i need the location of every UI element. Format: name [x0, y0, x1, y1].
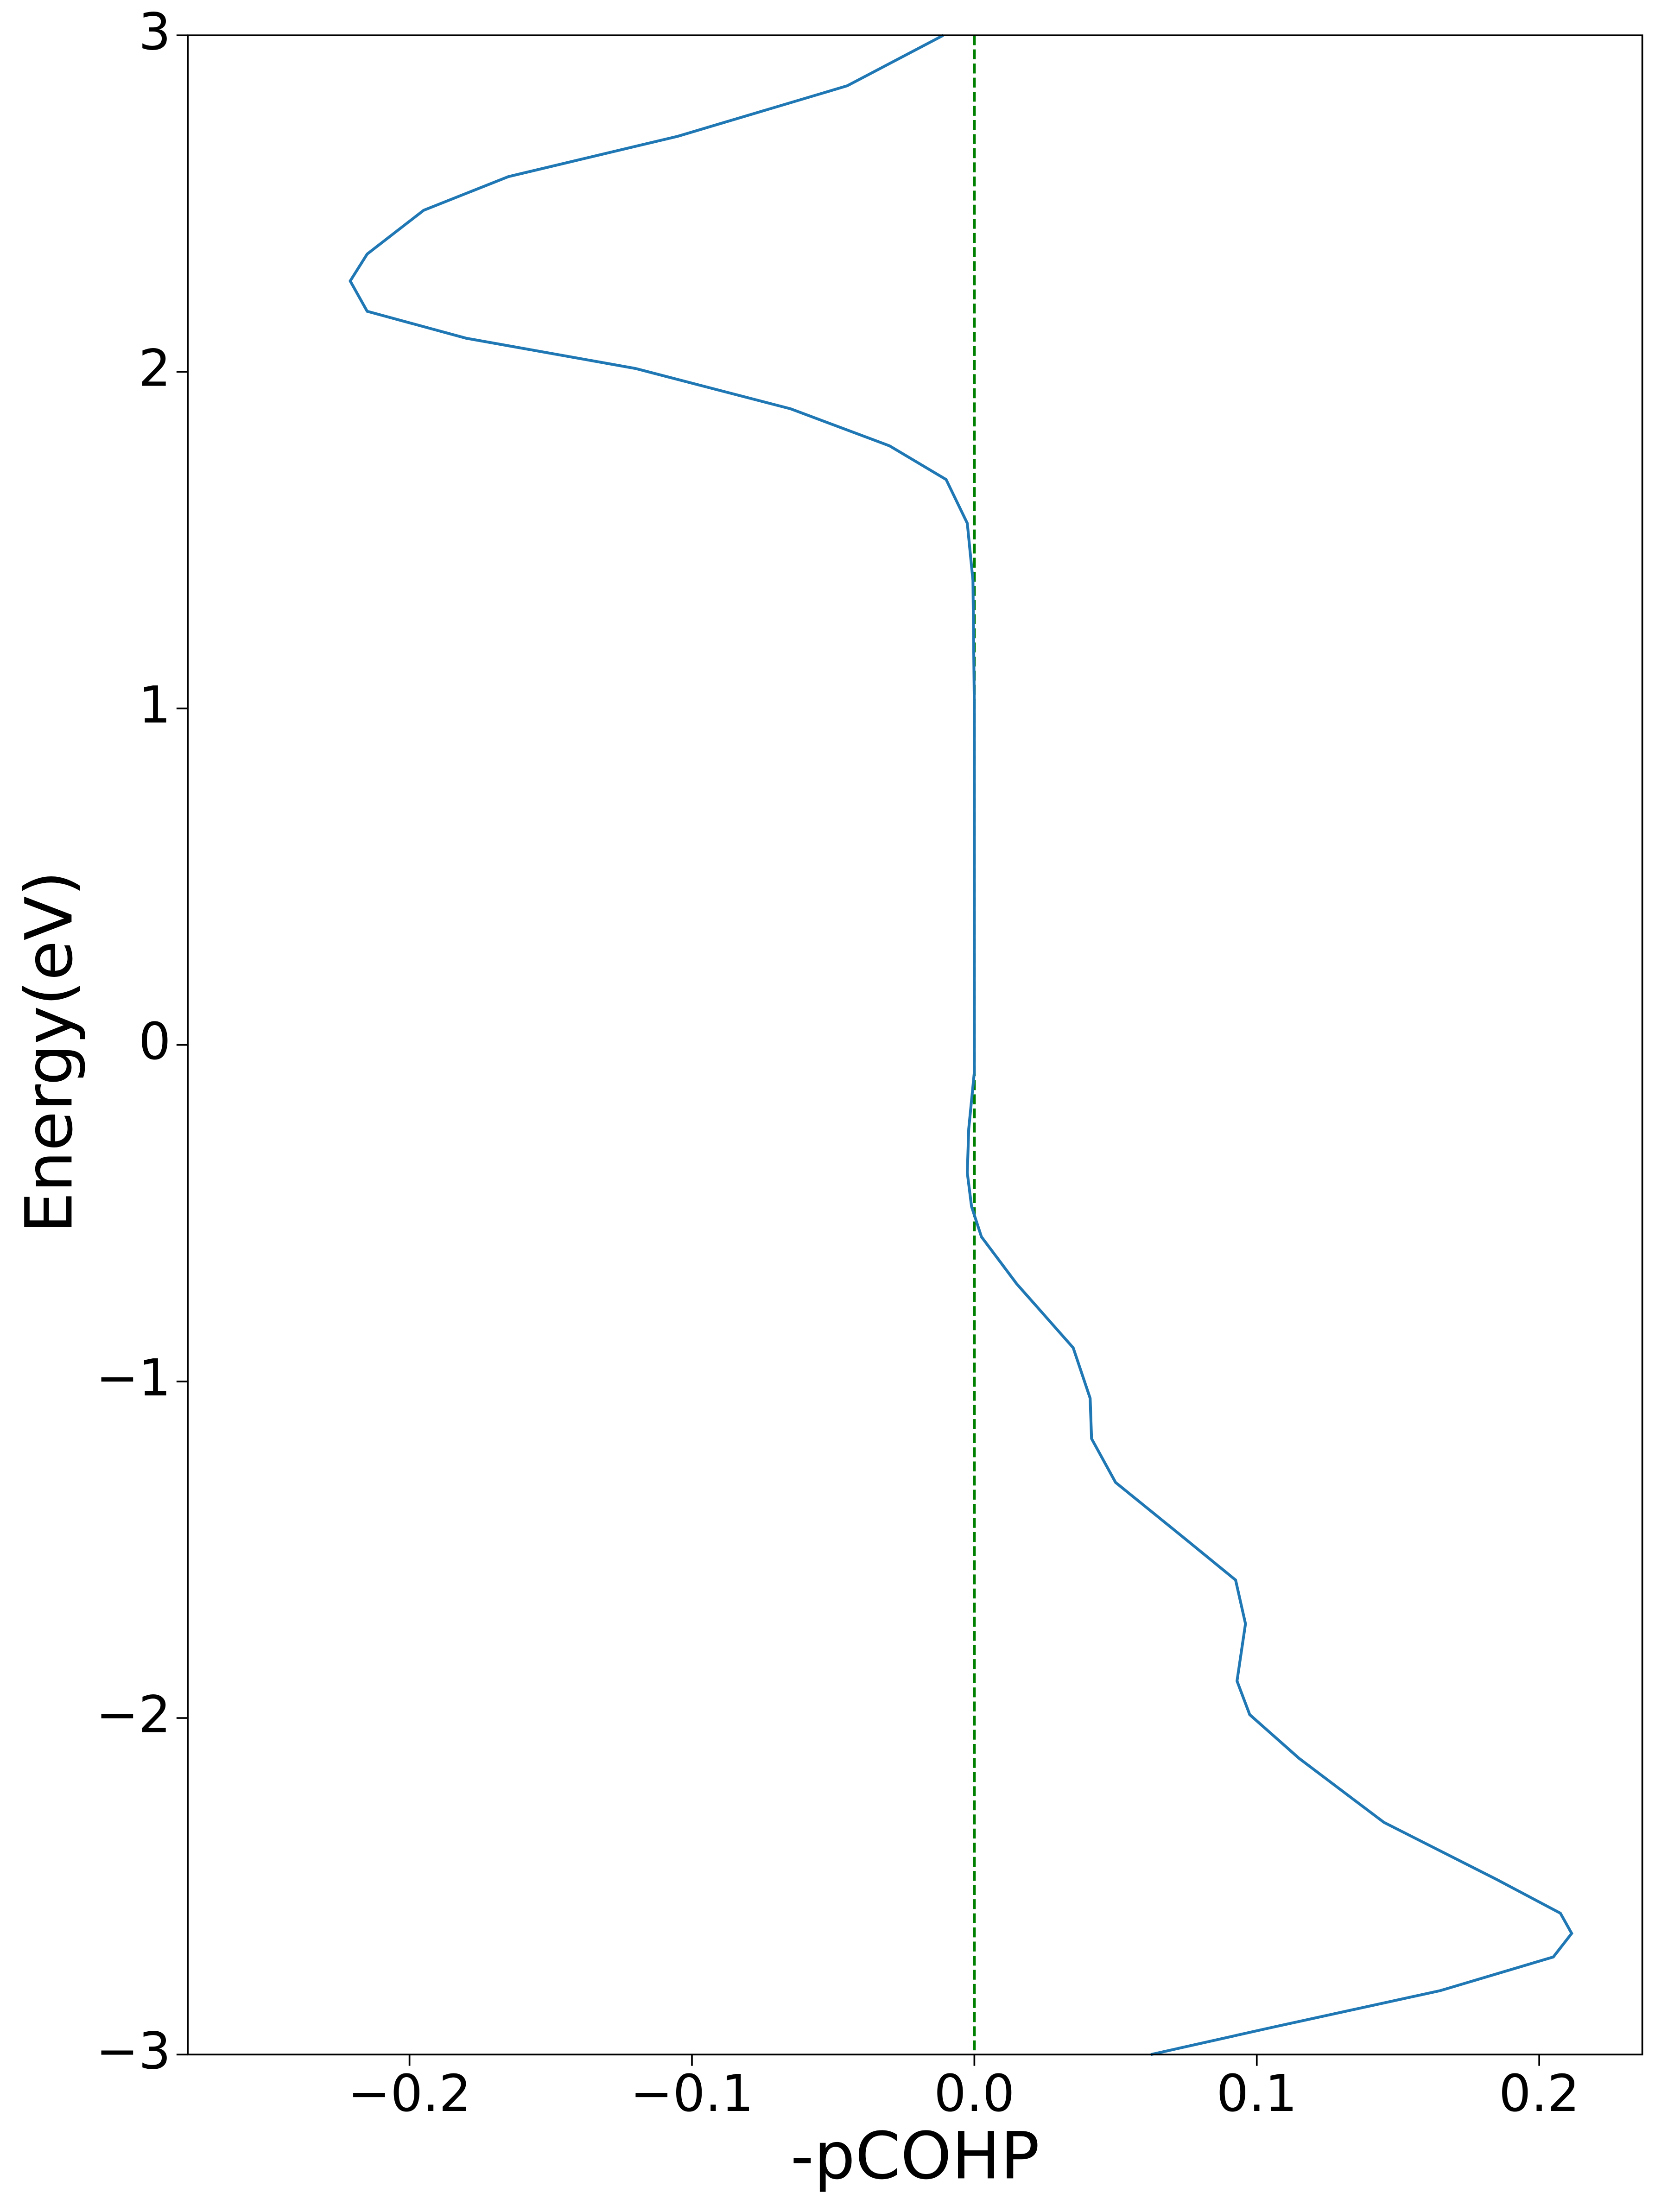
line — [349, 34, 1573, 2056]
x-tick-label: −0.1 — [630, 2064, 754, 2123]
y-axis-label: Energy(eV) — [12, 871, 87, 1233]
y-tick-label: 0 — [139, 1012, 171, 1071]
y-tick-label: 3 — [139, 2, 171, 61]
x-tick-label: −0.2 — [348, 2064, 471, 2123]
x-tick-label: 0.0 — [934, 2064, 1015, 2123]
x-tick-label: 0.1 — [1217, 2064, 1297, 2123]
y-tick-label: −2 — [96, 1685, 171, 1744]
y-tick-label: 2 — [139, 339, 171, 398]
plot-frame — [187, 34, 1643, 2056]
y-tick-label: 1 — [139, 675, 171, 735]
y-tick-label: −1 — [96, 1348, 171, 1407]
x-tick-label: 0.2 — [1499, 2064, 1579, 2123]
x-axis-label: -pCOHP — [791, 2118, 1040, 2194]
y-tick-label: −3 — [96, 2022, 171, 2081]
